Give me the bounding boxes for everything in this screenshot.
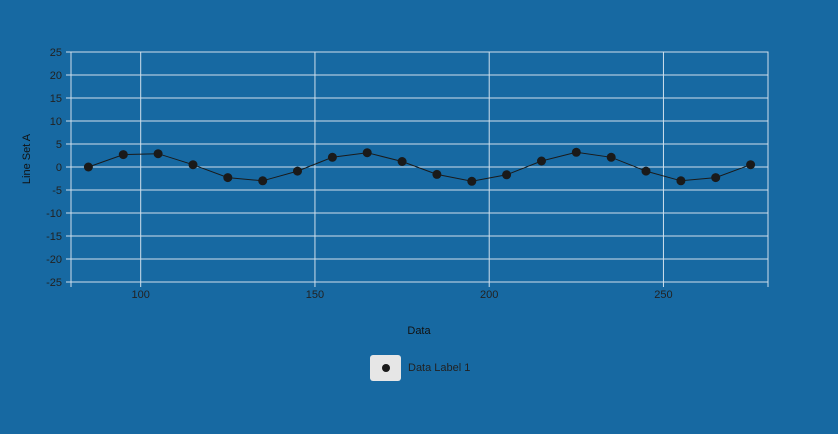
data-point (571, 147, 581, 157)
y-tick-label: 10 (50, 116, 62, 128)
series-line (88, 151, 751, 182)
data-point (676, 176, 686, 186)
data-point (502, 170, 512, 180)
y-tick-label: 15 (50, 93, 62, 105)
y-tick-label: -15 (46, 231, 62, 243)
y-axis-title: Line Set A (21, 133, 33, 184)
y-tick-label: 25 (50, 47, 62, 59)
y-tick-labels: 25 20 15 10 5 0 -5 -10 -15 -20 -25 (46, 47, 62, 289)
y-tick-label: 5 (56, 139, 62, 151)
data-point (641, 166, 651, 176)
data-point (432, 169, 442, 179)
data-point (327, 152, 337, 162)
data-point (188, 160, 198, 170)
x-tick-label: 250 (654, 289, 672, 301)
legend-marker-icon (381, 364, 390, 372)
data-point (153, 149, 163, 159)
plot-frame (70, 51, 769, 283)
y-tick-label: 20 (50, 70, 62, 82)
data-point (537, 156, 546, 166)
data-point (118, 150, 128, 160)
grid-lines (66, 51, 768, 287)
series-points (83, 147, 756, 186)
y-tick-label: -25 (46, 277, 62, 289)
y-tick-label: 0 (56, 162, 62, 174)
y-tick-label: -5 (52, 185, 62, 197)
x-axis-title: Data (407, 325, 431, 337)
data-point (362, 148, 372, 158)
y-tick-label: -10 (46, 208, 62, 220)
x-tick-label: 200 (480, 289, 498, 301)
data-point (397, 157, 407, 166)
x-tick-labels: 100 150 200 250 (132, 289, 673, 301)
data-point (606, 152, 616, 162)
x-tick-label: 100 (132, 289, 150, 301)
y-tick-label: -20 (46, 254, 62, 266)
data-point (258, 176, 268, 186)
data-point (293, 166, 302, 176)
x-tick-label: 150 (306, 289, 324, 301)
legend-toggle-button[interactable] (370, 355, 401, 381)
data-point (223, 173, 233, 183)
legend-label: Data Label 1 (408, 362, 471, 374)
data-point (711, 173, 721, 183)
data-point (83, 162, 93, 172)
data-point (467, 176, 477, 186)
legend: Data Label 1 (370, 355, 470, 381)
axes (70, 51, 769, 287)
data-point (746, 160, 756, 170)
